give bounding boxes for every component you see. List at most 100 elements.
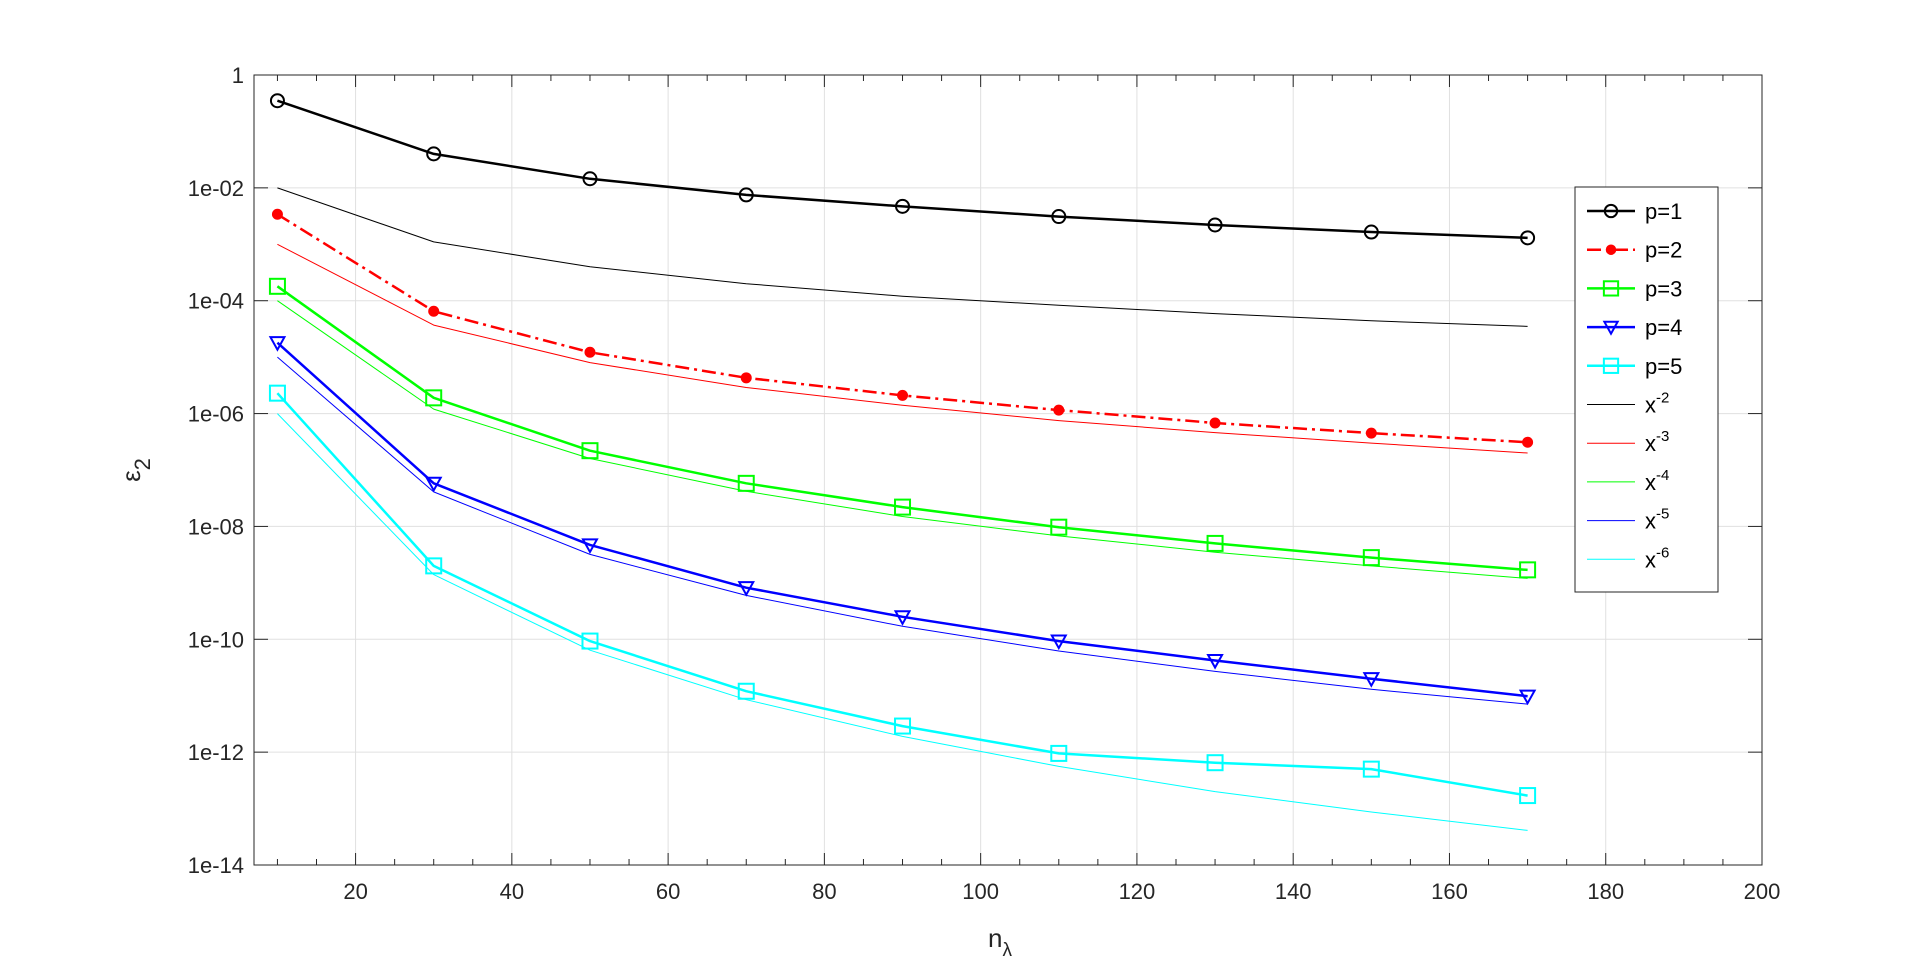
legend-entry-p2: p=2 xyxy=(1587,238,1682,263)
legend-label-p1: p=1 xyxy=(1645,199,1682,224)
series-p5-point-square-marker xyxy=(1362,760,1380,778)
legend-label-p4: p=4 xyxy=(1645,315,1682,340)
series-p1-point-circle-marker xyxy=(1363,224,1379,240)
legend-entry-x4: x-4 xyxy=(1587,467,1669,495)
y-axis-label-subscript: 2 xyxy=(130,458,155,470)
series-p3-point-square-marker xyxy=(737,474,755,492)
series-p3-point-square-marker xyxy=(1519,561,1537,579)
legend-p3-square-marker xyxy=(1602,280,1620,297)
y-tick-label: 1e-06 xyxy=(188,402,244,427)
plot-frame xyxy=(253,74,1763,866)
series-p2-point-dot-marker xyxy=(740,372,752,384)
series-p3 xyxy=(268,277,1537,579)
series-p5 xyxy=(268,384,1537,805)
legend-label-x2: x-2 xyxy=(1645,390,1669,418)
series-p2-point-dot-marker xyxy=(584,346,596,358)
x-tick-label: 40 xyxy=(500,879,524,904)
x-tick-label: 100 xyxy=(962,879,999,904)
legend-p2-dot-marker xyxy=(1605,244,1617,255)
plot-background xyxy=(254,75,1762,865)
series-p1-point-circle-marker xyxy=(895,198,911,214)
legend-p1-circle-marker xyxy=(1603,203,1619,219)
series-p1-point-circle-marker xyxy=(269,93,285,109)
y-tick-label: 1 xyxy=(232,63,244,88)
series-p3-point-square-marker xyxy=(268,277,286,295)
series-line-p4 xyxy=(276,341,1528,698)
legend: p=1 p=2 p=3 p=4 p=5 x-2 x-3 x-4 x-5 x-6 xyxy=(1574,186,1719,593)
series-p2-point-dot-marker xyxy=(1053,404,1065,416)
series-p2-point-dot-marker xyxy=(1209,417,1221,429)
legend-entry-p1: p=1 xyxy=(1587,199,1682,224)
legend-label-x3: x-3 xyxy=(1645,428,1669,456)
legend-entry-x5: x-5 xyxy=(1587,506,1669,534)
series-p1-point-circle-marker xyxy=(1207,217,1223,233)
x-tick-label: 20 xyxy=(343,879,367,904)
legend-entry-x2: x-2 xyxy=(1587,390,1669,418)
series-p5-point-square-marker xyxy=(581,632,599,650)
legend-label-exponent: -3 xyxy=(1656,428,1669,445)
series-line-x6 xyxy=(277,413,1528,831)
y-tick-label: 1e-04 xyxy=(188,289,244,314)
x-tick-label: 60 xyxy=(656,879,680,904)
legend-label-x6: x-6 xyxy=(1645,544,1669,572)
legend-label-p3: p=3 xyxy=(1645,276,1682,301)
series-p5-point-square-marker xyxy=(425,557,443,575)
series-p4-point-triangle-marker xyxy=(737,581,755,597)
series-p2 xyxy=(271,208,1534,448)
x-axis-label: nλ xyxy=(988,923,1012,961)
x-tick-label: 200 xyxy=(1744,879,1781,904)
series-p4-point-triangle-marker xyxy=(893,610,912,626)
series-line-x5 xyxy=(277,356,1528,705)
legend-p5-square-marker xyxy=(1602,357,1620,374)
series-x5 xyxy=(277,356,1528,705)
x-tick-label: 80 xyxy=(812,879,836,904)
series-p4-point-triangle-marker xyxy=(268,336,287,352)
series-x6 xyxy=(277,413,1528,831)
legend-label-exponent: -6 xyxy=(1656,544,1669,561)
legend-box xyxy=(1574,186,1719,593)
series-x4 xyxy=(277,300,1528,579)
legend-label-x5: x-5 xyxy=(1645,506,1669,534)
series-p1-point-circle-marker xyxy=(582,171,598,187)
series-p3-point-square-marker xyxy=(1362,549,1380,567)
series-p4-point-triangle-marker xyxy=(1206,653,1224,670)
series-p3-point-square-marker xyxy=(425,389,443,407)
series-p2-point-dot-marker xyxy=(897,389,909,401)
legend-label-p2: p=2 xyxy=(1645,238,1682,263)
legend-p4-triangle-marker xyxy=(1602,320,1620,336)
legend-label-p5: p=5 xyxy=(1645,354,1682,379)
series-p1-point-circle-marker xyxy=(1051,209,1067,225)
legend-label-exponent: -2 xyxy=(1656,390,1669,407)
series-p5-point-square-marker xyxy=(1519,787,1537,805)
x-tick-label: 140 xyxy=(1275,879,1312,904)
series-p4-point-triangle-marker xyxy=(581,538,599,554)
series-p5-point-square-marker xyxy=(737,682,755,700)
series-p3-point-square-marker xyxy=(581,442,599,460)
x-axis-label-subscript: λ xyxy=(1002,940,1012,961)
y-tick-label: 1e-12 xyxy=(188,740,244,765)
series-p2-point-dot-marker xyxy=(1365,427,1377,439)
y-tick-label: 1e-14 xyxy=(188,853,244,878)
series-p2-point-dot-marker xyxy=(1522,436,1534,448)
legend-entry-p3: p=3 xyxy=(1587,276,1682,301)
grid xyxy=(254,75,1763,865)
legend-entry-x6: x-6 xyxy=(1587,544,1669,572)
series-x3 xyxy=(277,243,1528,454)
x-tick-label: 120 xyxy=(1119,879,1156,904)
series-p5-point-square-marker xyxy=(1206,754,1224,772)
series-p4 xyxy=(268,336,1537,706)
legend-label-exponent: -5 xyxy=(1656,506,1669,523)
legend-label-x4: x-4 xyxy=(1645,467,1669,495)
series-p2-point-dot-marker xyxy=(428,305,440,317)
x-tick-label: 180 xyxy=(1587,879,1624,904)
ticks: 20 40 60 80 100 120 140 160 180 200 1 1e-02 1e-04 1e-… xyxy=(188,63,1781,904)
series-line-x2 xyxy=(277,187,1528,327)
legend-entry-x3: x-3 xyxy=(1587,428,1669,456)
series-line-x4 xyxy=(277,300,1528,579)
series-p4-point-triangle-marker xyxy=(1362,672,1381,688)
series-p4-point-triangle-marker xyxy=(425,476,443,493)
x-tick-label: 160 xyxy=(1431,879,1468,904)
legend-label-exponent: -4 xyxy=(1656,467,1669,484)
series-p4-point-triangle-marker xyxy=(1518,689,1537,706)
series-line-x3 xyxy=(277,243,1528,454)
